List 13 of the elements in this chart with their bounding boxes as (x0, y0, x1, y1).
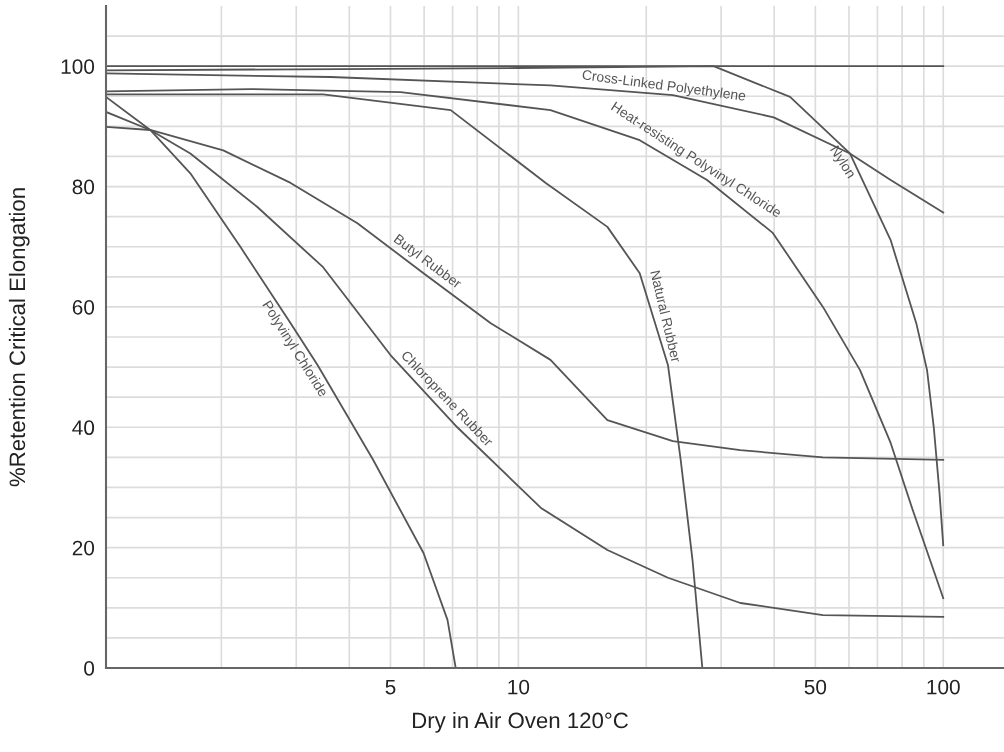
y-tick-label: 40 (72, 420, 95, 436)
y-tick-label: 0 (84, 661, 95, 676)
y-tick-label: 20 (72, 540, 95, 556)
y-tick-label: 100 (61, 59, 95, 74)
y-tick-label: 60 (72, 299, 95, 315)
text: Natural Rubber (650, 270, 682, 363)
x-tick-label: 5 (385, 679, 396, 695)
x-tick-label: 50 (804, 679, 827, 695)
x-tick-label: 100 (927, 679, 960, 695)
x-tick-label: 10 (508, 679, 530, 695)
y-tick-label: 80 (72, 179, 95, 195)
x-axis-title: Dry in Air Oven 120°C (413, 712, 628, 733)
y-axis-title: %Retention Critical Elongation (8, 188, 30, 487)
